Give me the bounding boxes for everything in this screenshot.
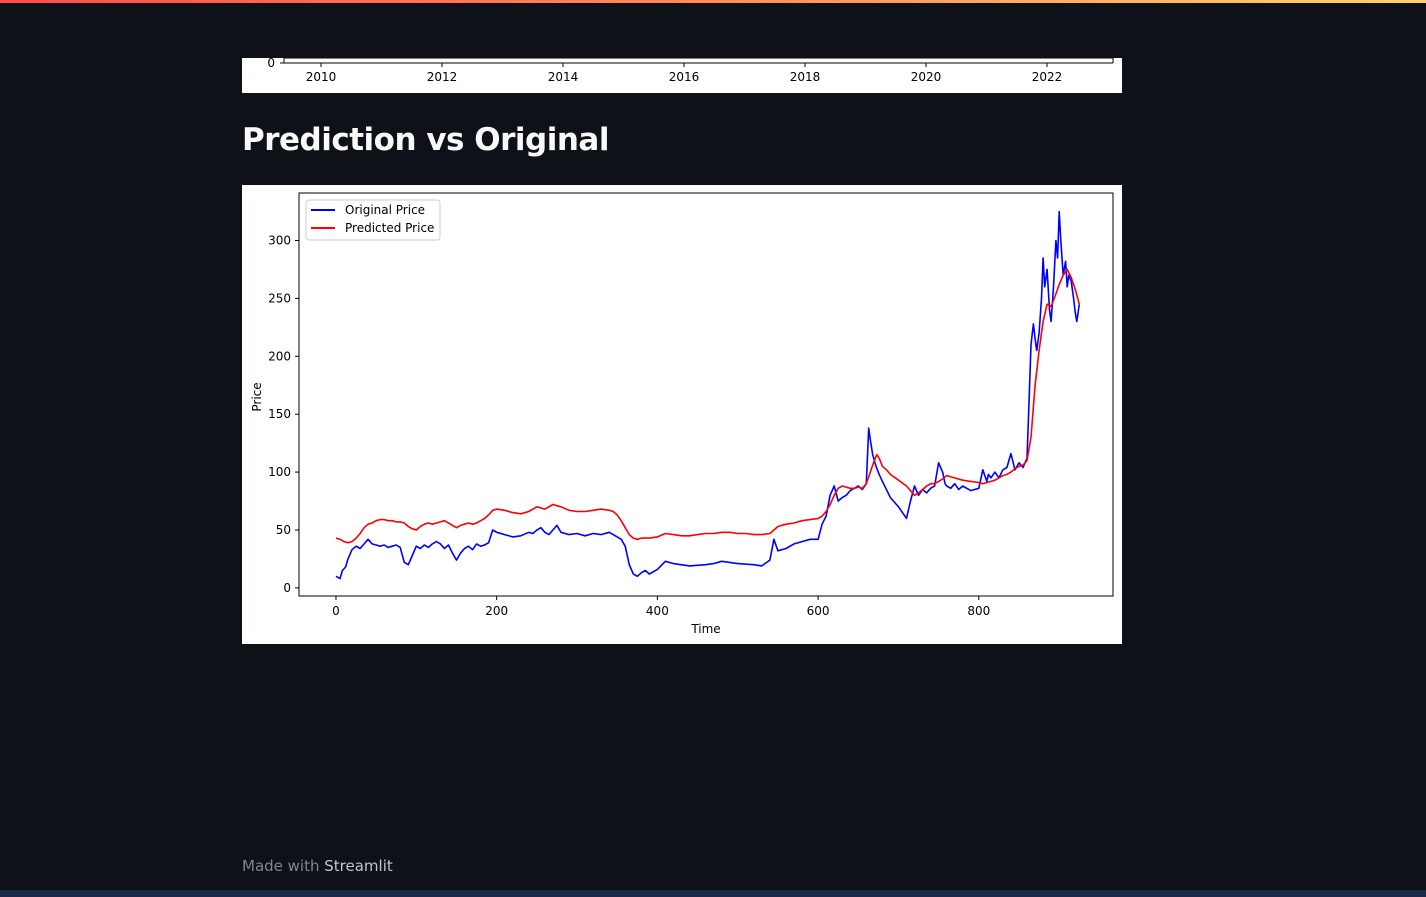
previous-chart: 0 2010 2012 2014 2016 2018 2020 2022 xyxy=(242,58,1122,93)
original-price-line xyxy=(335,210,1081,580)
x-tick-label: 400 xyxy=(646,604,669,618)
previous-chart-y-tick-label: 0 xyxy=(267,58,275,70)
footer: Made with Streamlit xyxy=(242,857,393,875)
x-tick-label: 200 xyxy=(485,604,508,618)
y-tick-label: 300 xyxy=(268,233,291,247)
x-tick-label: 0 xyxy=(332,604,340,618)
top-accent-bar xyxy=(0,0,1426,3)
previous-chart-x-tick-label: 2020 xyxy=(911,70,942,84)
plot-frame xyxy=(298,192,1114,597)
streamlit-link[interactable]: Streamlit xyxy=(324,857,393,875)
predicted-price-line xyxy=(335,268,1081,544)
y-tick-label: 250 xyxy=(268,291,291,305)
y-tick-label: 100 xyxy=(268,465,291,479)
y-tick-label: 0 xyxy=(283,581,291,595)
legend: Original Price Predicted Price xyxy=(305,199,441,241)
y-axis-label: Price xyxy=(250,382,264,411)
previous-chart-x-ticks: 2010 2012 2014 2016 2018 2020 2022 xyxy=(306,63,1063,84)
x-tick-label: 800 xyxy=(967,604,990,618)
legend-box xyxy=(305,199,441,241)
x-tick-label: 600 xyxy=(807,604,830,618)
x-axis-label: Time xyxy=(690,622,720,636)
footer-made-with: Made with xyxy=(242,857,325,875)
plot-lines xyxy=(335,210,1081,580)
previous-chart-x-tick-label: 2016 xyxy=(669,70,700,84)
legend-predicted-label: Predicted Price xyxy=(345,221,434,235)
y-tick-label: 50 xyxy=(276,523,291,537)
prediction-vs-original-chart: 0 50 100 150 200 250 300 0 200 400 600 800 Time Pr… xyxy=(242,185,1122,644)
previous-chart-x-tick-label: 2010 xyxy=(306,70,337,84)
x-axis: 0 200 400 600 800 xyxy=(332,596,990,618)
y-tick-label: 150 xyxy=(268,407,291,421)
previous-chart-x-tick-label: 2012 xyxy=(427,70,458,84)
bottom-bar xyxy=(0,890,1426,897)
previous-chart-x-tick-label: 2014 xyxy=(548,70,579,84)
previous-chart-x-tick-label: 2018 xyxy=(790,70,821,84)
page-title: Prediction vs Original xyxy=(242,122,609,158)
y-axis: 0 50 100 150 200 250 300 xyxy=(268,233,299,595)
y-tick-label: 200 xyxy=(268,349,291,363)
previous-chart-x-tick-label: 2022 xyxy=(1032,70,1063,84)
legend-original-label: Original Price xyxy=(345,203,425,217)
